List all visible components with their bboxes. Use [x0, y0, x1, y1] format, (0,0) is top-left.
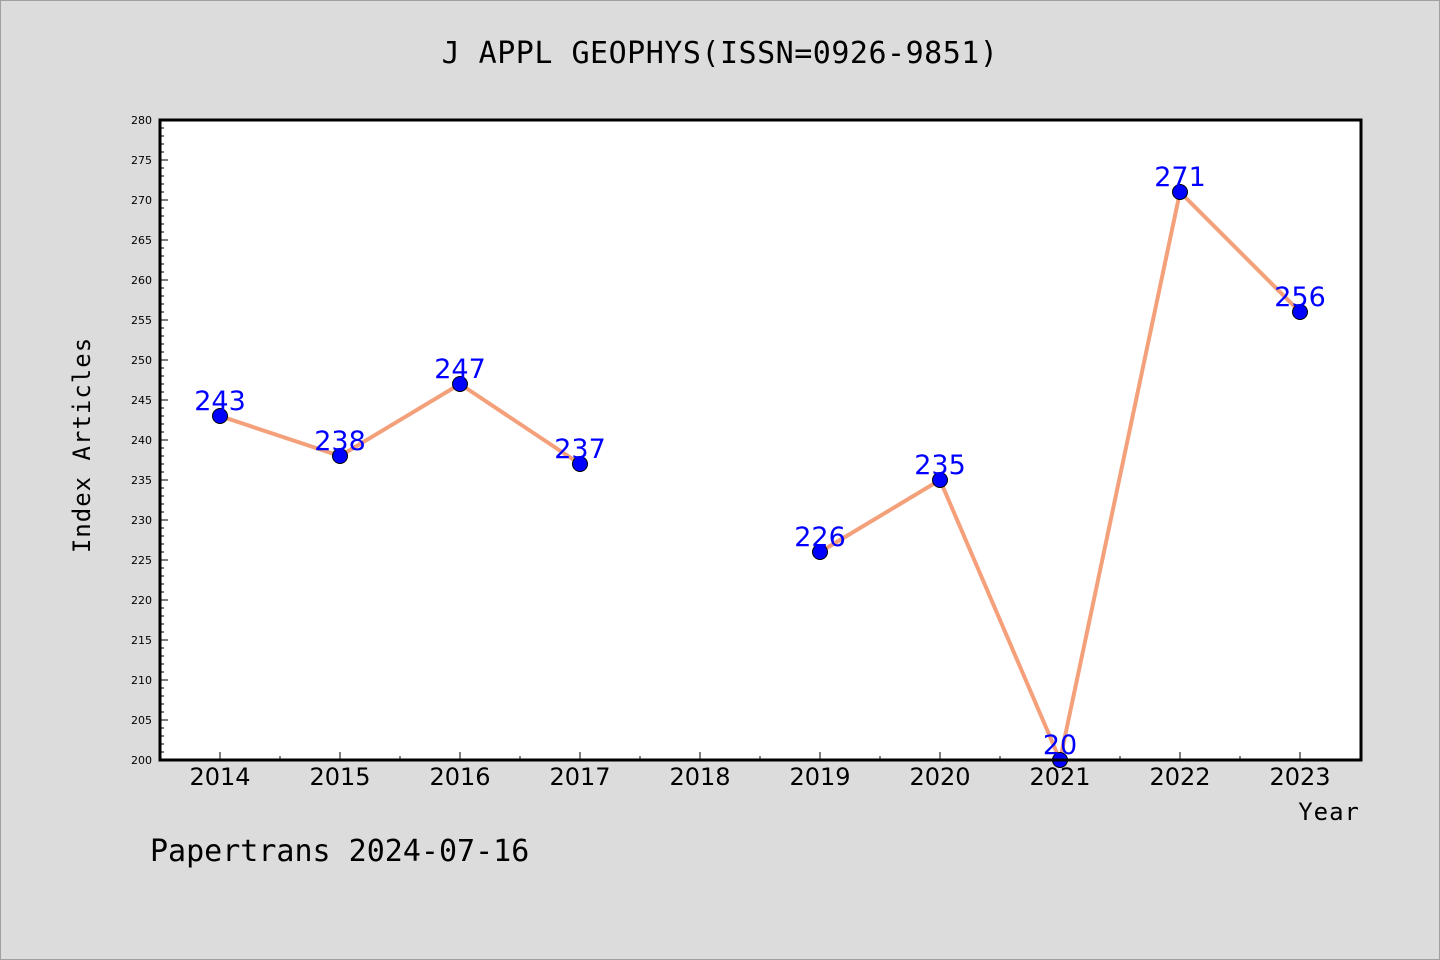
data-label: 226 — [794, 522, 846, 553]
y-tick-label: 250 — [131, 354, 152, 367]
series-line-segment — [338, 382, 462, 458]
data-point — [812, 544, 828, 560]
data-point — [1172, 184, 1188, 200]
y-tick-label: 260 — [131, 274, 152, 287]
data-label: 20 — [1043, 730, 1077, 761]
series-line-segment — [1178, 190, 1302, 314]
x-axis: 2014 2015 2016 2017 2018 2019 2020 2021 2022 2023 — [189, 752, 1331, 791]
y-tick-label: 230 — [131, 514, 152, 527]
y-tick-label: 210 — [131, 674, 152, 687]
y-tick-label: 215 — [131, 634, 152, 647]
data-point — [452, 376, 468, 392]
x-tick-label: 2016 — [429, 763, 490, 791]
data-label: 237 — [554, 434, 606, 465]
series-line-segment — [818, 478, 942, 554]
footer-credit: Papertrans 2024-07-16 — [150, 834, 530, 869]
y-tick-label: 255 — [131, 314, 152, 327]
x-tick-label: 2018 — [669, 763, 730, 791]
y-tick-label: 225 — [131, 554, 152, 567]
data-label: 238 — [314, 426, 366, 457]
data-point — [932, 472, 948, 488]
chart-title: J APPL GEOPHYS(ISSN=0926-9851) — [441, 36, 999, 71]
x-tick-label: 2023 — [1269, 763, 1330, 791]
series-line-segment — [938, 478, 1062, 762]
data-label: 247 — [434, 354, 486, 385]
series-line-segment — [1058, 190, 1182, 762]
y-tick-label: 275 — [131, 154, 152, 167]
data-point — [332, 448, 348, 464]
plot-area — [160, 120, 1361, 760]
y-axis-title: Index Articles — [68, 337, 96, 553]
y-tick-label: 270 — [131, 194, 152, 207]
series-line-segment — [218, 414, 342, 458]
x-tick-label: 2017 — [549, 763, 610, 791]
y-tick-label: 265 — [131, 234, 152, 247]
y-tick-label: 280 — [131, 114, 152, 127]
y-tick-label: 235 — [131, 474, 152, 487]
y-tick-label: 245 — [131, 394, 152, 407]
x-tick-label: 2020 — [909, 763, 970, 791]
data-label: 271 — [1154, 162, 1206, 193]
data-point — [212, 408, 228, 424]
data-labels: 243 238 247 237 226 235 20 271 256 — [194, 162, 1326, 761]
x-tick-label: 2019 — [789, 763, 850, 791]
x-tick-label: 2022 — [1149, 763, 1210, 791]
data-point — [572, 456, 588, 472]
plot-frame — [158, 118, 1363, 762]
x-axis-title: Year — [1298, 798, 1360, 826]
series-line-segment — [458, 382, 582, 466]
y-tick-label: 205 — [131, 714, 152, 727]
data-point — [1292, 304, 1308, 320]
series-lines — [218, 190, 1302, 762]
y-tick-label: 220 — [131, 594, 152, 607]
data-label: 235 — [914, 450, 966, 481]
data-label: 256 — [1274, 282, 1326, 313]
y-tick-label: 240 — [131, 434, 152, 447]
x-tick-label: 2014 — [189, 763, 250, 791]
y-tick-label: 200 — [131, 754, 152, 767]
data-label: 243 — [194, 386, 246, 417]
x-tick-label: 2015 — [309, 763, 370, 791]
